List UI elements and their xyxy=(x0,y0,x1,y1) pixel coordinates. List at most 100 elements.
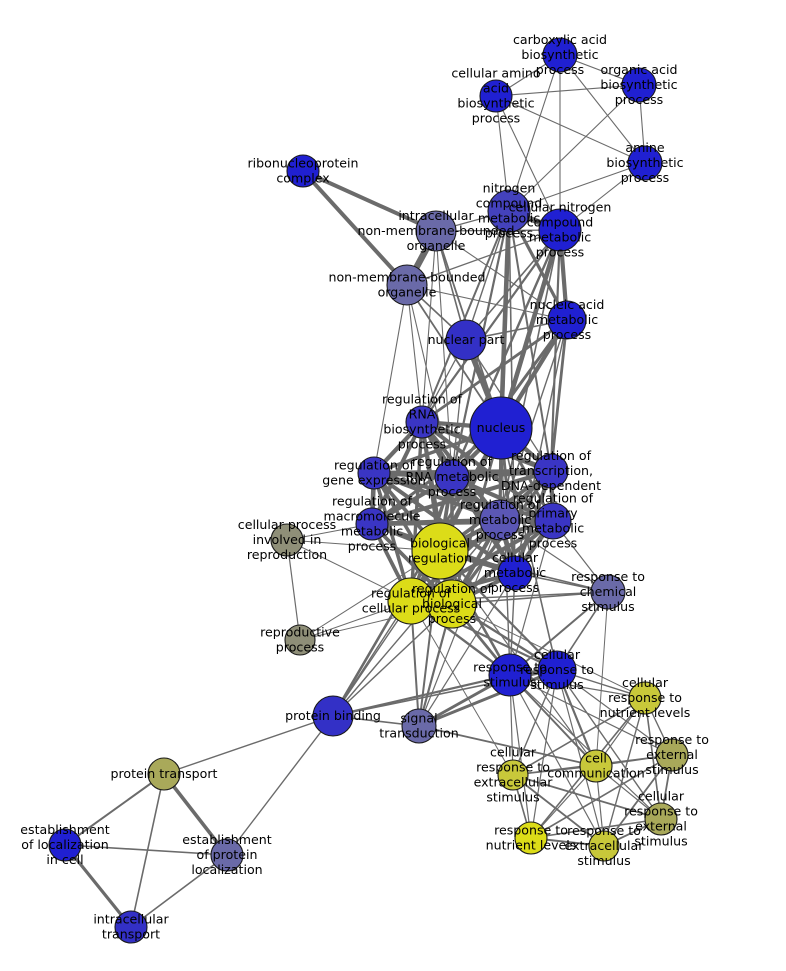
graph-node-organic-acid-biosynthetic-process[interactable] xyxy=(621,67,657,103)
graph-edge xyxy=(549,228,562,473)
graph-edge xyxy=(64,773,165,846)
graph-edge xyxy=(418,725,597,767)
graph-node-nucleic-acid-metabolic-process[interactable] xyxy=(547,300,587,340)
graph-edge xyxy=(508,84,640,212)
graph-edge xyxy=(406,284,453,478)
graph-node-cellular-response-to-external-stimulus[interactable] xyxy=(644,802,678,836)
graph-node-regulation-of-rna-biosynthetic-process[interactable] xyxy=(405,405,439,439)
graph-edge xyxy=(603,754,673,847)
graph-edge xyxy=(421,210,510,423)
graph-node-cellular-amino-acid-biosynthetic-process[interactable] xyxy=(479,79,513,113)
graph-edge xyxy=(500,427,558,671)
graph-node-establishment-of-protein-localization[interactable] xyxy=(210,838,244,872)
graph-node-regulation-of-metabolic-process[interactable] xyxy=(479,499,521,541)
graph-node-response-to-chemical-stimulus[interactable] xyxy=(590,574,626,610)
graph-node-label: regulation of metabolic process xyxy=(460,497,541,542)
graph-edge xyxy=(595,591,609,767)
graph-node-label: response to external stimulus xyxy=(635,732,709,777)
graph-edge xyxy=(495,84,640,97)
graph-node-label: carboxylic acid biosynthetic process xyxy=(513,32,607,77)
graph-edge xyxy=(332,603,453,717)
graph-node-non-membrane-bounded-organelle[interactable] xyxy=(386,264,428,306)
graph-edge xyxy=(420,318,569,424)
graph-node-nucleus[interactable] xyxy=(469,396,533,460)
graph-node-label: biological regulation xyxy=(408,535,472,565)
graph-node-amine-biosynthetic-process[interactable] xyxy=(627,145,663,181)
graph-node-label: protein transport xyxy=(111,766,218,781)
graph-node-response-to-stimulus[interactable] xyxy=(488,653,532,697)
graph-node-label: intracellular transport xyxy=(93,911,169,941)
graph-node-label: regulation of RNA metabolic process xyxy=(405,454,498,499)
graph-edge xyxy=(549,318,569,473)
graph-node-cell-communication[interactable] xyxy=(579,749,613,783)
graph-edge xyxy=(418,572,516,727)
graph-node-label: organic acid biosynthetic process xyxy=(600,62,677,107)
graph-node-label: cellular amino acid biosynthetic process xyxy=(451,65,541,125)
graph-edge xyxy=(512,774,662,820)
graph-edge xyxy=(495,95,561,231)
graph-edge xyxy=(286,539,301,641)
graph-node-signal-transduction[interactable] xyxy=(401,708,437,744)
graph-node-response-to-nutrient-levels[interactable] xyxy=(514,821,548,855)
graph-node-biological-regulation[interactable] xyxy=(411,522,469,580)
graph-edge xyxy=(301,169,438,233)
graph-edge xyxy=(644,697,662,820)
graph-node-regulation-of-cellular-metabolic-process[interactable] xyxy=(497,555,533,591)
graph-node-ribonucleoprotein-complex[interactable] xyxy=(286,154,320,188)
graph-node-regulation-of-macromolecule-metabolic-process[interactable] xyxy=(355,507,389,541)
graph-node-label: nucleic acid metabolic process xyxy=(530,297,605,342)
graph-node-intracellular-non-membrane-bounded-organelle[interactable] xyxy=(415,210,457,252)
graph-edge xyxy=(512,774,605,847)
graph-node-regulation-of-biological-process[interactable] xyxy=(427,579,477,629)
label-layer: carboxylic acid biosynthetic process organi… xyxy=(20,32,709,941)
graph-node-cellular-response-to-extracellular-stimulus[interactable] xyxy=(497,759,529,791)
graph-node-reproductive-process[interactable] xyxy=(284,624,316,656)
graph-node-cellular-response-to-nutrient-levels[interactable] xyxy=(628,681,662,715)
graph-node-response-to-external-stimulus[interactable] xyxy=(655,738,689,772)
graph-edge xyxy=(509,674,673,756)
graph-node-label: ribonucleoprotein complex xyxy=(248,155,359,185)
graph-node-label: cellular nitrogen compound metabolic proces… xyxy=(509,199,612,259)
graph-node-label: reproductive process xyxy=(260,624,340,654)
graph-node-label: intracellular non-membrane-bounded organel… xyxy=(357,208,514,253)
graph-edge xyxy=(556,669,605,847)
graph-edge xyxy=(495,95,646,164)
graph-edge xyxy=(410,600,514,776)
graph-node-label: cell communication xyxy=(547,750,644,780)
graph-node-protein-binding[interactable] xyxy=(312,695,354,737)
graph-edge xyxy=(509,674,662,820)
graph-node-cellular-process-involved-in-reproduction[interactable] xyxy=(270,523,304,557)
graph-edge xyxy=(373,284,408,474)
graph-edge xyxy=(450,228,562,479)
graph-node-label: cellular response to extracellular stimulus xyxy=(474,744,554,804)
graph-node-regulation-of-rna-metabolic-process[interactable] xyxy=(434,459,470,495)
graph-node-nuclear-part[interactable] xyxy=(445,319,487,361)
graph-node-cellular-nitrogen-compound-metabolic-process[interactable] xyxy=(538,208,582,252)
graph-edge xyxy=(451,603,646,699)
graph-node-regulation-of-transcription-dna-dependent[interactable] xyxy=(533,453,569,489)
graph-edge xyxy=(508,210,552,472)
graph-node-label: response to nutrient levels xyxy=(486,822,577,852)
graph-edge xyxy=(64,844,228,856)
graph-node-protein-transport[interactable] xyxy=(147,757,181,791)
graph-edge xyxy=(499,519,609,593)
graph-node-label: cellular response to nutrient levels xyxy=(600,675,691,720)
graph-node-nitrogen-compound-metabolic-process[interactable] xyxy=(487,189,531,233)
graph-node-regulation-of-gene-expression[interactable] xyxy=(357,456,391,490)
graph-edge xyxy=(421,230,437,423)
graph-node-intracellular-transport[interactable] xyxy=(114,910,148,944)
graph-node-cellular-response-to-stimulus[interactable] xyxy=(537,650,577,690)
graph-edge xyxy=(226,715,334,856)
graph-node-carboxylic-acid-biosynthetic-process[interactable] xyxy=(542,37,578,73)
graph-node-establishment-of-localization-in-cell[interactable] xyxy=(48,828,82,862)
graph-node-label: cellular response to stimulus xyxy=(520,647,594,692)
graph-node-response-to-extracellular-stimulus[interactable] xyxy=(588,830,620,862)
graph-edge xyxy=(603,697,646,847)
graph-node-label: nitrogen compound metabolic process xyxy=(476,180,543,240)
graph-edge xyxy=(417,668,559,728)
node-layer[interactable] xyxy=(48,37,689,944)
graph-node-regulation-of-primary-metabolic-process[interactable] xyxy=(534,502,572,540)
graph-edge xyxy=(508,162,646,212)
graph-node-label: regulation of cellular process xyxy=(362,585,460,615)
